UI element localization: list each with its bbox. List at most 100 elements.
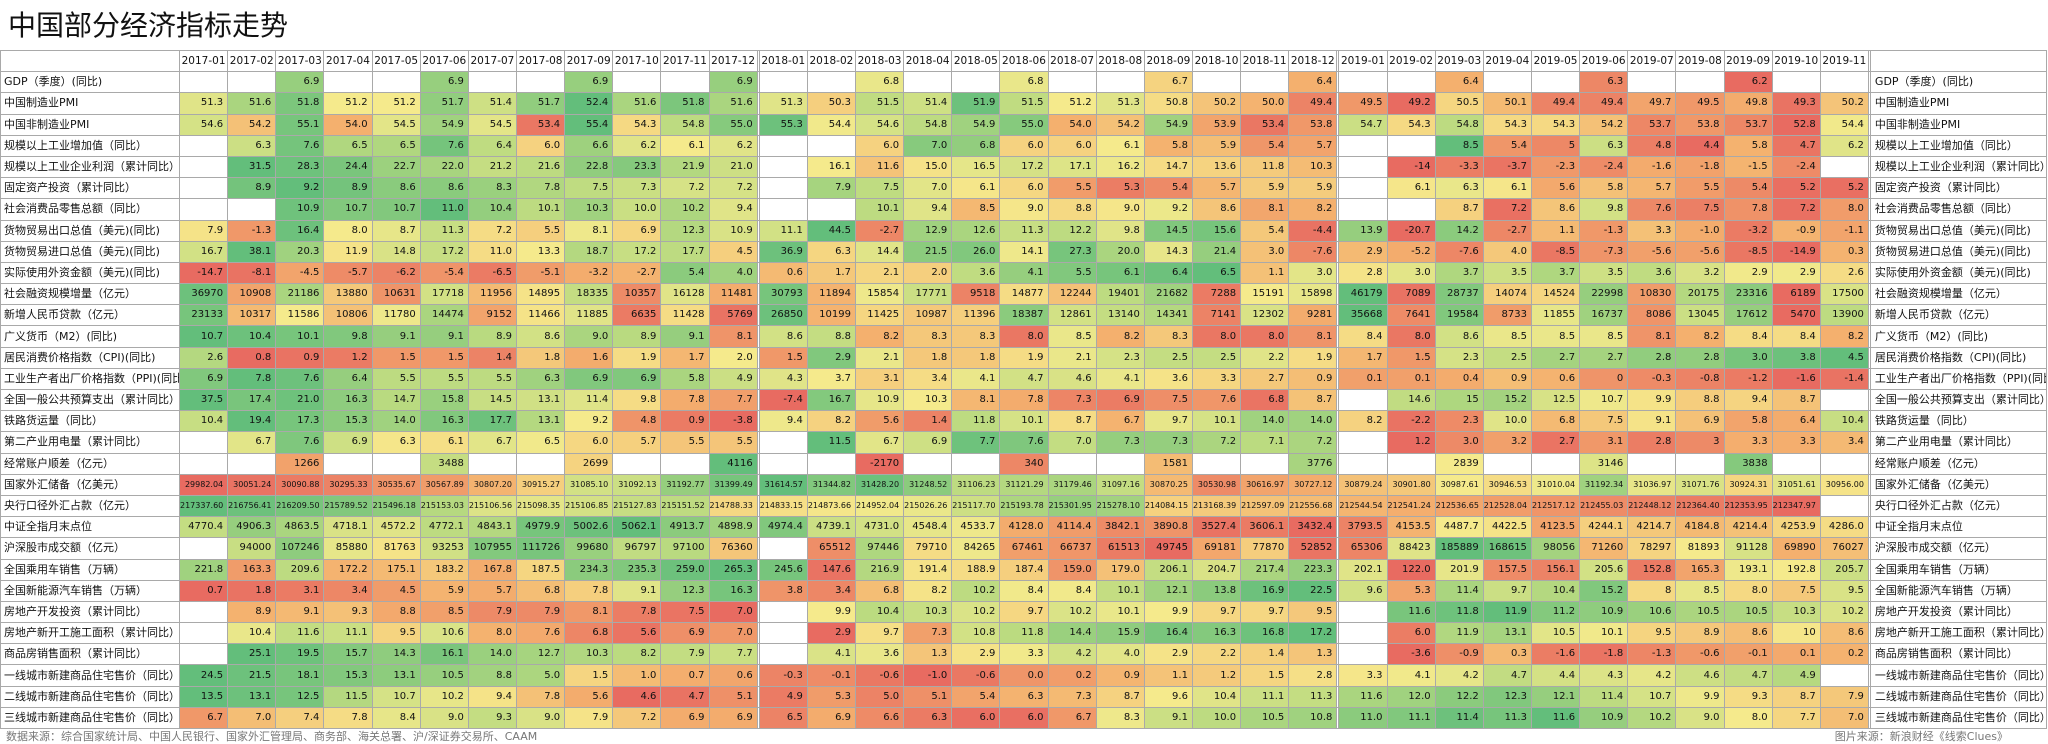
table-row: 规模以上工业企业利润（累计同比） 31.5 28.3 24.4 22.7 22.0 21.2… xyxy=(0,155,2047,179)
value-cell xyxy=(1482,452,1532,475)
value-cell: 17.2 xyxy=(1288,622,1338,645)
value-cell xyxy=(1338,71,1388,94)
value-cell xyxy=(951,452,1001,475)
table-row: 广义货币（M2）(同比) 10.7 10.4 10.1 9.8 9.1 9.1 8.9 8.6 9… xyxy=(0,325,2047,348)
value-cell: 10.4 xyxy=(467,198,517,221)
value-cell: 1.5 xyxy=(419,346,469,369)
value-cell: 2.2 xyxy=(1240,346,1290,369)
value-cell: 11466 xyxy=(515,304,566,327)
value-cell: 10.9 xyxy=(854,388,905,412)
value-cell xyxy=(1047,452,1097,475)
value-cell: 5.5 xyxy=(371,367,421,391)
value-cell: 6.1 xyxy=(1386,177,1436,200)
value-cell: 11396 xyxy=(951,304,1001,327)
row-label: 货物贸易出口总值（美元)(同比) xyxy=(0,219,180,242)
value-cell: 8.2 xyxy=(1338,410,1388,433)
value-cell: 9.3 xyxy=(323,600,373,624)
value-cell xyxy=(178,600,229,624)
value-cell: -0.6 xyxy=(951,664,1001,687)
header-label-corner-right xyxy=(1869,49,2047,73)
value-cell: 8.6 xyxy=(1434,325,1484,348)
value-cell: 14.3 xyxy=(1143,240,1193,263)
value-cell: 14.8 xyxy=(371,240,421,263)
row-label: GDP（季度）(同比) xyxy=(0,71,180,94)
value-cell xyxy=(1530,452,1581,475)
value-cell xyxy=(1386,452,1436,475)
value-cell: 215301.95 xyxy=(1047,494,1097,518)
value-cell: 31614.57 xyxy=(758,473,808,496)
value-cell: 214952.04 xyxy=(854,494,905,518)
value-cell xyxy=(1530,71,1581,94)
value-cell: 9.5 xyxy=(1288,600,1338,624)
value-cell: 12.3 xyxy=(1482,685,1532,708)
value-cell: 22998 xyxy=(1579,283,1629,306)
value-cell: 8733 xyxy=(1482,304,1532,327)
value-cell: 4128.0 xyxy=(999,516,1049,539)
value-cell: 11.8 xyxy=(1434,600,1484,624)
header-row: 2017-01 2017-02 2017-03 2017-04 2017-05 2017-… xyxy=(0,49,2047,73)
value-cell: 12.9 xyxy=(903,219,953,242)
value-cell: 14.7 xyxy=(1143,155,1193,179)
value-cell: 51.2 xyxy=(1047,92,1097,115)
value-cell: 11.6 xyxy=(1338,685,1388,708)
value-cell: 12.0 xyxy=(1386,685,1436,708)
value-cell: 5.1 xyxy=(708,685,758,708)
value-cell: 1.8 xyxy=(227,579,277,602)
value-cell: 11428 xyxy=(660,304,710,327)
value-cell: 13.1 xyxy=(1482,622,1532,645)
value-cell: -5.6 xyxy=(1675,240,1725,263)
value-cell: 111726 xyxy=(515,537,566,560)
value-cell: 9.5 xyxy=(1819,579,1869,602)
value-cell: 55.3 xyxy=(758,113,808,136)
value-cell: 11.3 xyxy=(1288,685,1338,708)
row-label-right: 中国制造业PMI xyxy=(1869,92,2047,115)
value-cell: 9.7 xyxy=(1240,600,1290,624)
value-cell: 14.4 xyxy=(1047,622,1097,645)
value-cell: 3432.4 xyxy=(1288,516,1338,539)
value-cell: -7.4 xyxy=(758,388,808,412)
value-cell: 7.3 xyxy=(1047,388,1097,412)
value-cell: 20.3 xyxy=(275,240,325,263)
value-cell: 4.1 xyxy=(1386,664,1436,687)
value-cell: 10.5 xyxy=(419,664,469,687)
value-cell xyxy=(1819,71,1869,94)
value-cell: 4770.4 xyxy=(178,516,229,539)
value-cell: 9152 xyxy=(467,304,517,327)
value-cell xyxy=(758,177,808,200)
month-header: 2017-03 xyxy=(275,49,325,73)
value-cell: 212364.40 xyxy=(1675,494,1725,518)
value-cell: 31248.52 xyxy=(903,473,953,496)
value-cell: 2839 xyxy=(1434,452,1484,475)
table-row: 全国乘用车销售（万辆） 221.8 163.3 209.6 172.2 175.1 183.… xyxy=(0,558,2047,581)
value-cell: 14524 xyxy=(1530,283,1581,306)
row-label: 二线城市新建商品住宅售价（同比） xyxy=(0,685,180,708)
value-cell: -20.7 xyxy=(1386,219,1436,242)
month-header: 2019-04 xyxy=(1482,49,1532,73)
value-cell: 8.6 xyxy=(371,177,421,200)
value-cell: 9.4 xyxy=(467,685,517,708)
row-label-right: 第二产业用电量（累计同比） xyxy=(1869,431,2047,454)
value-cell: 11.1 xyxy=(1240,685,1290,708)
value-cell: 28.3 xyxy=(275,155,325,179)
value-cell: 5.8 xyxy=(1579,177,1629,200)
value-cell: 51.6 xyxy=(708,92,758,115)
value-cell: 8.4 xyxy=(1771,325,1821,348)
value-cell xyxy=(1191,452,1242,475)
value-cell: 77870 xyxy=(1240,537,1290,560)
value-cell: 10.0 xyxy=(1191,706,1242,730)
row-label-right: 固定资产投资（累计同比） xyxy=(1869,177,2047,200)
value-cell: 4739.1 xyxy=(806,516,856,539)
row-label-right: 社会融资规模增量（亿元） xyxy=(1869,283,2047,306)
value-cell: 9.2 xyxy=(564,410,614,433)
month-header: 2018-08 xyxy=(1095,49,1145,73)
value-cell: 8.9 xyxy=(467,325,517,348)
value-cell: 7.8 xyxy=(515,685,566,708)
value-cell: 11.3 xyxy=(419,219,469,242)
value-cell: 265.3 xyxy=(708,558,758,581)
value-cell: 2.6 xyxy=(178,346,229,369)
row-label-right: 中证全指月末点位 xyxy=(1869,516,2047,539)
value-cell: 6.9 xyxy=(1675,410,1725,433)
value-cell: 14.5 xyxy=(1143,219,1193,242)
value-cell: 8.0 xyxy=(1819,198,1869,221)
row-label: 沪深股市成交额（亿元） xyxy=(0,537,180,560)
